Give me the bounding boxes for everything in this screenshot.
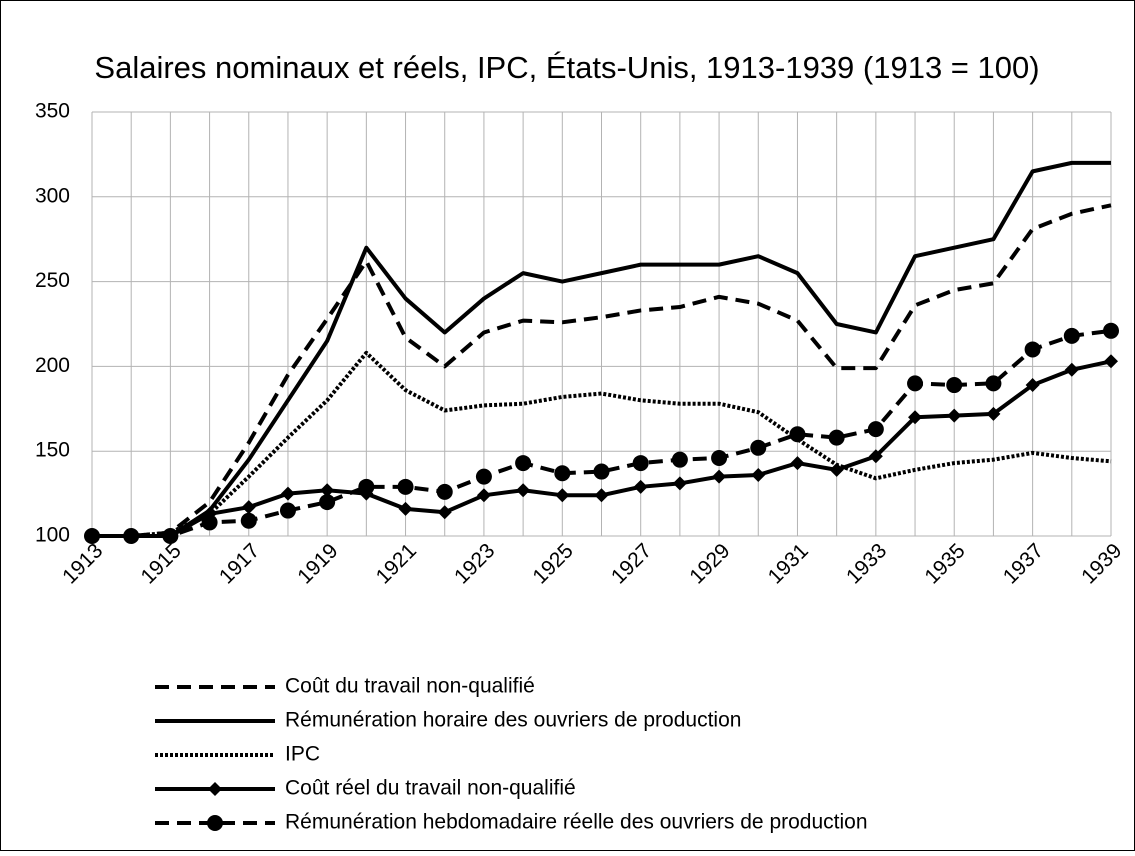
point bbox=[829, 462, 844, 477]
point bbox=[986, 406, 1001, 421]
y-tick-label: 150 bbox=[35, 439, 70, 462]
legend-marker bbox=[208, 782, 222, 796]
point bbox=[436, 483, 453, 500]
point bbox=[868, 449, 883, 464]
point bbox=[1024, 341, 1041, 358]
point bbox=[554, 465, 571, 482]
legend-label: Rémunération hebdomadaire réelle des ouv… bbox=[285, 811, 868, 834]
point bbox=[319, 494, 336, 511]
point bbox=[907, 375, 924, 392]
legend-label: Rémunération horaire des ouvriers de pro… bbox=[285, 709, 741, 732]
point bbox=[828, 429, 845, 446]
point bbox=[672, 476, 687, 491]
point bbox=[790, 456, 805, 471]
point bbox=[751, 467, 766, 482]
point bbox=[201, 514, 218, 531]
point bbox=[280, 486, 295, 501]
point bbox=[908, 410, 923, 425]
point bbox=[320, 483, 335, 498]
point bbox=[1064, 362, 1079, 377]
point bbox=[593, 463, 610, 480]
point bbox=[240, 512, 257, 529]
point bbox=[516, 483, 531, 498]
point bbox=[1104, 354, 1118, 369]
point bbox=[867, 421, 884, 438]
point bbox=[947, 408, 962, 423]
y-tick-label: 350 bbox=[35, 100, 70, 123]
chart-title: Salaires nominaux et réels, IPC, États-U… bbox=[94, 50, 1039, 85]
point bbox=[946, 377, 963, 394]
series-line bbox=[92, 328, 1112, 538]
point bbox=[123, 528, 140, 544]
y-tick-label: 100 bbox=[35, 524, 70, 547]
legend-label: Coût réel du travail non-qualifié bbox=[285, 777, 576, 800]
point bbox=[1063, 327, 1080, 344]
point bbox=[398, 501, 413, 516]
point bbox=[84, 528, 100, 544]
point bbox=[712, 469, 727, 484]
point bbox=[515, 455, 532, 472]
y-tick-label: 250 bbox=[35, 269, 70, 292]
y-tick-label: 200 bbox=[35, 354, 70, 377]
point bbox=[789, 426, 806, 443]
point bbox=[397, 478, 414, 495]
point bbox=[476, 488, 491, 503]
series-line bbox=[92, 203, 1112, 538]
point bbox=[437, 505, 452, 520]
legend-label: IPC bbox=[285, 743, 320, 766]
point bbox=[358, 478, 375, 495]
point bbox=[279, 502, 296, 519]
point bbox=[241, 500, 256, 515]
point bbox=[475, 468, 492, 485]
series-line bbox=[92, 160, 1111, 538]
y-tick-label: 300 bbox=[35, 184, 70, 207]
point bbox=[162, 528, 179, 544]
point bbox=[632, 455, 649, 472]
point bbox=[594, 488, 609, 503]
legend-marker bbox=[207, 815, 223, 831]
point bbox=[1025, 378, 1040, 393]
point bbox=[711, 449, 728, 466]
point bbox=[671, 451, 688, 468]
point bbox=[985, 375, 1002, 392]
point bbox=[555, 488, 570, 503]
point bbox=[750, 439, 767, 456]
point bbox=[633, 479, 648, 494]
point bbox=[1103, 322, 1119, 339]
legend-label: Coût du travail non-qualifié bbox=[285, 675, 535, 698]
